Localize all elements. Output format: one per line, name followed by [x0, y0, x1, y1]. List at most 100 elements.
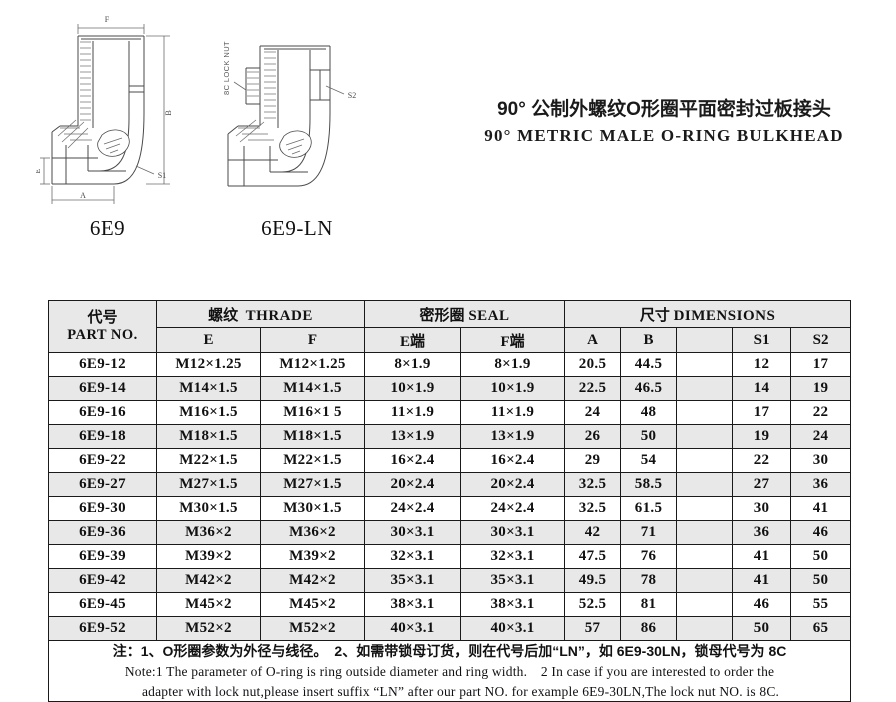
cell-value: 65	[790, 616, 852, 641]
cell-part-no: 6E9-39	[48, 544, 157, 569]
cell-value: 36	[790, 472, 852, 497]
cell-value: 8×1.9	[364, 352, 462, 377]
table-row: 6E9-52 M52×2 M52×2 40×3.1 40×3.1 57 86 50 65	[48, 616, 852, 641]
cell-value: 24	[790, 424, 852, 449]
cell-value: M52×2	[259, 616, 366, 641]
cell-value: 48	[620, 400, 678, 425]
cell-value: M14×1.5	[156, 376, 261, 401]
cell-value: 40×3.1	[460, 616, 566, 641]
subheader-dim-a: A	[564, 327, 622, 353]
cell-value	[676, 424, 734, 449]
lock-nut-label: 8C LOCK NUT	[222, 41, 231, 95]
cell-value	[676, 616, 734, 641]
cell-value: 46.5	[620, 376, 678, 401]
header-seal-cn: 密形圈	[419, 306, 465, 324]
subheader-dim-s2: S2	[790, 327, 852, 353]
cell-value: M30×1.5	[259, 496, 366, 521]
cell-value: 32×3.1	[460, 544, 566, 569]
cell-value: 57	[564, 616, 622, 641]
cell-value: 47.5	[564, 544, 622, 569]
header-seal-en: SEAL	[468, 307, 510, 324]
cell-value: M12×1.25	[259, 352, 366, 377]
cell-value	[676, 592, 734, 617]
cell-part-no: 6E9-18	[48, 424, 157, 449]
header-dimensions-cn: 尺寸	[639, 306, 670, 324]
dim-label-a: A	[80, 191, 86, 200]
cell-value: 11×1.9	[460, 400, 566, 425]
cell-value: 86	[620, 616, 678, 641]
cell-value: 32.5	[564, 472, 622, 497]
dim-label-e: E	[36, 168, 42, 173]
table-row: 6E9-36 M36×2 M36×2 30×3.1 30×3.1 42 71 36 46	[48, 520, 852, 545]
cell-value: 32.5	[564, 496, 622, 521]
cell-value: 50	[732, 616, 792, 641]
table-sub-header-row: E F E端 F端 A B S1 S2	[49, 327, 852, 353]
table-row: 6E9-39 M39×2 M39×2 32×3.1 32×3.1 47.5 76 41 50	[48, 544, 852, 569]
cell-value: 30×3.1	[460, 520, 566, 545]
title-english: 90° METRIC MALE O-RING BULKHEAD	[484, 125, 844, 145]
cell-value: 8×1.9	[460, 352, 566, 377]
cell-value: 41	[732, 568, 792, 593]
subheader-dim-s1: S1	[732, 327, 792, 353]
header-thread-en: THRADE	[245, 307, 313, 324]
cell-value: M42×2	[259, 568, 366, 593]
cell-value: 22	[732, 448, 792, 473]
cell-value: M42×2	[156, 568, 261, 593]
cell-value: 17	[790, 352, 852, 377]
subheader-dim-b: B	[620, 327, 678, 353]
part-label-6e9-ln: 6E9-LN	[261, 216, 333, 240]
cell-value: 41	[732, 544, 792, 569]
notes-cell: 注：1、O形圈参数为外径与线径。 2、如需带锁母订货，则在代号后加“LN”，如 …	[47, 639, 852, 702]
cell-part-no: 6E9-30	[48, 496, 157, 521]
drawing-6e9-ln-svg: 8C LOCK NUT S2	[222, 41, 356, 187]
title-block: 90° 公制外螺纹O形圈平面密封过板接头 90° METRIC MALE O-R…	[440, 98, 888, 148]
notes-row: 注：1、O形圈参数为外径与线径。 2、如需带锁母订货，则在代号后加“LN”，如 …	[47, 639, 852, 702]
header-thread-cn: 螺纹	[208, 306, 239, 324]
cell-value: 17	[732, 400, 792, 425]
table-row: 6E9-42 M42×2 M42×2 35×3.1 35×3.1 49.5 78 41 50	[48, 568, 852, 593]
subheader-seal-e: E端	[364, 327, 462, 353]
technical-drawing-6e9: F B E A	[33, 8, 231, 213]
cell-value	[676, 352, 734, 377]
cell-value: 26	[564, 424, 622, 449]
header-part-no-en: PART NO.	[67, 326, 138, 343]
header-group-seal: 密形圈 SEAL	[364, 300, 566, 328]
cell-value: 24	[564, 400, 622, 425]
cell-value	[676, 568, 734, 593]
cell-part-no: 6E9-12	[48, 352, 157, 377]
cell-value	[676, 376, 734, 401]
cell-value: 20×2.4	[460, 472, 566, 497]
cell-value: 35×3.1	[460, 568, 566, 593]
cell-value: M52×2	[156, 616, 261, 641]
dim-label-s2: S2	[348, 91, 356, 100]
cell-value	[676, 520, 734, 545]
cell-value: 44.5	[620, 352, 678, 377]
cell-value: 30	[732, 496, 792, 521]
cell-value: 22.5	[564, 376, 622, 401]
subheader-thread-e: E	[156, 327, 261, 353]
technical-drawing-6e9-ln: 8C LOCK NUT S2	[212, 8, 397, 213]
cell-part-no: 6E9-45	[48, 592, 157, 617]
cell-part-no: 6E9-52	[48, 616, 157, 641]
cell-value: 78	[620, 568, 678, 593]
cell-value: 49.5	[564, 568, 622, 593]
table-group-header-row: 代号 PART NO. 螺纹 THRADE 密形圈 SEAL 尺寸 DIMENS…	[48, 300, 852, 353]
cell-value: 19	[732, 424, 792, 449]
cell-value: M36×2	[259, 520, 366, 545]
cell-value: 32×3.1	[364, 544, 462, 569]
cell-value: 29	[564, 448, 622, 473]
cell-value: 50	[790, 544, 852, 569]
cell-value: 71	[620, 520, 678, 545]
table-row: 6E9-45 M45×2 M45×2 38×3.1 38×3.1 52.5 81 46 55	[48, 592, 852, 617]
note-english-line1: Note:1 The parameter of O-ring is ring o…	[124, 664, 775, 679]
cell-value: 13×1.9	[364, 424, 462, 449]
cell-value	[676, 544, 734, 569]
note-chinese: 注：1、O形圈参数为外径与线径。 2、如需带锁母订货，则在代号后加“LN”，如 …	[112, 643, 787, 659]
cell-value: 20.5	[564, 352, 622, 377]
cell-value	[676, 448, 734, 473]
cell-part-no: 6E9-22	[48, 448, 157, 473]
cell-value: 54	[620, 448, 678, 473]
cell-value: 41	[790, 496, 852, 521]
cell-value: M22×1.5	[156, 448, 261, 473]
